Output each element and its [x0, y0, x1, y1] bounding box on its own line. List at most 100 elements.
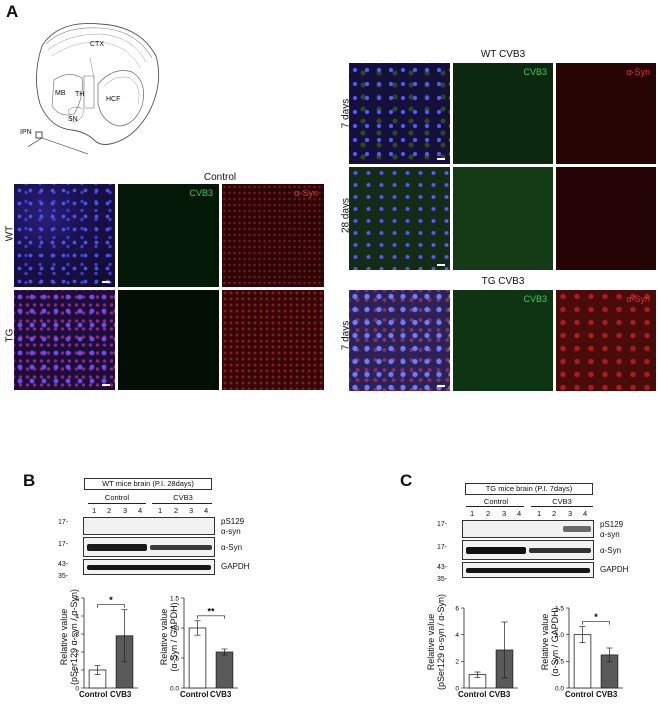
- b-lane-3: 3: [123, 506, 128, 515]
- y-tick-label: 1.0: [170, 625, 179, 632]
- band: [87, 544, 147, 551]
- micro-wt-cvb3-28d-cvb3: [453, 167, 553, 270]
- micro-wt-cvb3-7d-asyn: α-Syn: [556, 63, 656, 164]
- significance-marker: *: [594, 612, 598, 622]
- b-kda-4: 35-: [58, 573, 69, 580]
- y-tick-label: 0.5: [555, 659, 564, 666]
- b-band-ps129: pS129: [221, 517, 245, 526]
- scale-bar: [437, 264, 445, 266]
- c-band-asyn: α-Syn: [600, 546, 622, 555]
- b-kda-1: 17-: [58, 519, 69, 526]
- cvb3-channel-label: CVB3: [523, 67, 547, 77]
- b-lane-4: 4: [138, 506, 143, 515]
- c-band-gapdh: GAPDH: [600, 565, 629, 574]
- b-control-underline: [88, 503, 146, 504]
- wt-cvb3-title: WT CVB3: [480, 49, 526, 60]
- c-group-cvb3: CVB3: [552, 497, 572, 506]
- y-tick-label: 1: [75, 667, 79, 674]
- y-tick-label: 1.5: [555, 605, 564, 612]
- nuclei-pattern: [349, 63, 450, 164]
- band: [563, 526, 591, 532]
- y-tick-label: 1.5: [170, 595, 179, 602]
- b-band-gapdh: GAPDH: [221, 562, 250, 571]
- c-blot-gapdh: [462, 562, 594, 578]
- micro-wt-asyn: α-Syn: [222, 184, 324, 287]
- micro-wt-merge: [14, 184, 115, 287]
- c-chart1: 0 2 4 6: [455, 605, 518, 692]
- atlas-label-th: TH: [75, 91, 85, 98]
- asyn-channel-label: α-Syn: [626, 67, 650, 77]
- atlas-label-hcf: HCF: [106, 96, 121, 103]
- c-chart2-xcat-control: Control: [565, 690, 594, 699]
- b-kda-2: 17-: [58, 541, 69, 548]
- b-lane-2: 2: [107, 506, 112, 515]
- scale-bar: [102, 384, 110, 386]
- b-lane-6: 2: [174, 506, 179, 515]
- c-band-asyn-small: α-syn: [600, 530, 620, 539]
- c-blot-asyn: [462, 540, 594, 560]
- c-control-underline: [466, 506, 524, 507]
- c-band-ps129: pS129: [600, 520, 624, 529]
- significance-bracket: [97, 604, 125, 608]
- c-lane-4: 4: [517, 509, 522, 518]
- c-chart1-xcat-cvb3: CVB3: [489, 690, 511, 699]
- red-stipple: [222, 290, 324, 390]
- b-lane-1: 1: [92, 506, 97, 515]
- scale-bar: [102, 281, 110, 283]
- c-chart2-xcat-cvb3: CVB3: [596, 690, 618, 699]
- y-tick-label: 0.5: [170, 655, 179, 662]
- c-group-control: Control: [483, 497, 509, 506]
- significance-bracket: [197, 615, 225, 619]
- c-blot-title: TG mice brain (P.I. 7days): [465, 483, 593, 495]
- asyn-channel-label: α-Syn: [294, 188, 318, 198]
- y-tick-label: 2: [455, 659, 459, 666]
- cvb3-channel-label: CVB3: [189, 188, 213, 198]
- c-chart2: 0.0 0.5 1.0 1.5 *: [555, 605, 623, 692]
- b-group-control: Control: [104, 493, 130, 502]
- micro-tg-cvb3-7d-cvb3: CVB3: [453, 290, 553, 391]
- y-tick-label: 0.0: [170, 685, 179, 692]
- asyn-channel-label: α-Syn: [626, 294, 650, 304]
- c-cvb3-underline: [531, 506, 593, 507]
- micro-tg-merge: [14, 290, 115, 390]
- c-lane-6: 2: [552, 509, 557, 518]
- scale-bar: [437, 385, 445, 387]
- c-kda-2: 17-: [437, 544, 448, 551]
- b-chart1: 0 1 2 3 4 5 *: [75, 595, 138, 692]
- band: [466, 568, 590, 573]
- panel-letter-a: A: [6, 2, 19, 21]
- micro-wt-cvb3-28d-merge: [349, 167, 450, 270]
- significance-marker: **: [207, 606, 215, 616]
- brain-atlas-diagram: [28, 23, 160, 154]
- micro-wt-cvb3: CVB3: [118, 184, 219, 287]
- c-lane-2: 2: [486, 509, 491, 518]
- b-chart1-xcat-cvb3: CVB3: [110, 690, 132, 699]
- b-cvb3-underline: [152, 503, 212, 504]
- band: [466, 547, 526, 554]
- atlas-label-ipn: IPN: [20, 129, 32, 136]
- c-kda-3: 43-: [437, 564, 448, 571]
- atlas-label-sn: SN: [68, 116, 78, 123]
- b-kda-3: 43-: [58, 561, 69, 568]
- significance-bracket: [582, 621, 610, 625]
- y-tick-label: 1.0: [555, 632, 564, 639]
- y-tick-label: 0: [455, 685, 459, 692]
- red-stipple: [556, 290, 656, 391]
- c-lane-8: 4: [583, 509, 588, 518]
- b-chart2-xcat-control: Control: [180, 690, 209, 699]
- significance-marker: *: [109, 595, 113, 605]
- tg-cvb3-title: TG CVB3: [481, 276, 525, 287]
- micro-tg-cvb3-7d-asyn: α-Syn: [556, 290, 656, 391]
- b-group-cvb3: CVB3: [173, 493, 193, 502]
- b-blot-gapdh: [83, 559, 215, 575]
- control-title: Control: [203, 172, 237, 183]
- band: [87, 565, 211, 570]
- scale-bar: [437, 158, 445, 160]
- b-blot-ps129: [83, 517, 215, 535]
- b-blot-title: WT mice brain (P.I. 28days): [84, 478, 212, 490]
- c-lane-5: 1: [537, 509, 542, 518]
- nuclei-pattern: [14, 290, 115, 390]
- b-lane-7: 3: [189, 506, 194, 515]
- c-chart1-xcat-control: Control: [458, 690, 487, 699]
- y-tick-label: 3: [75, 631, 79, 638]
